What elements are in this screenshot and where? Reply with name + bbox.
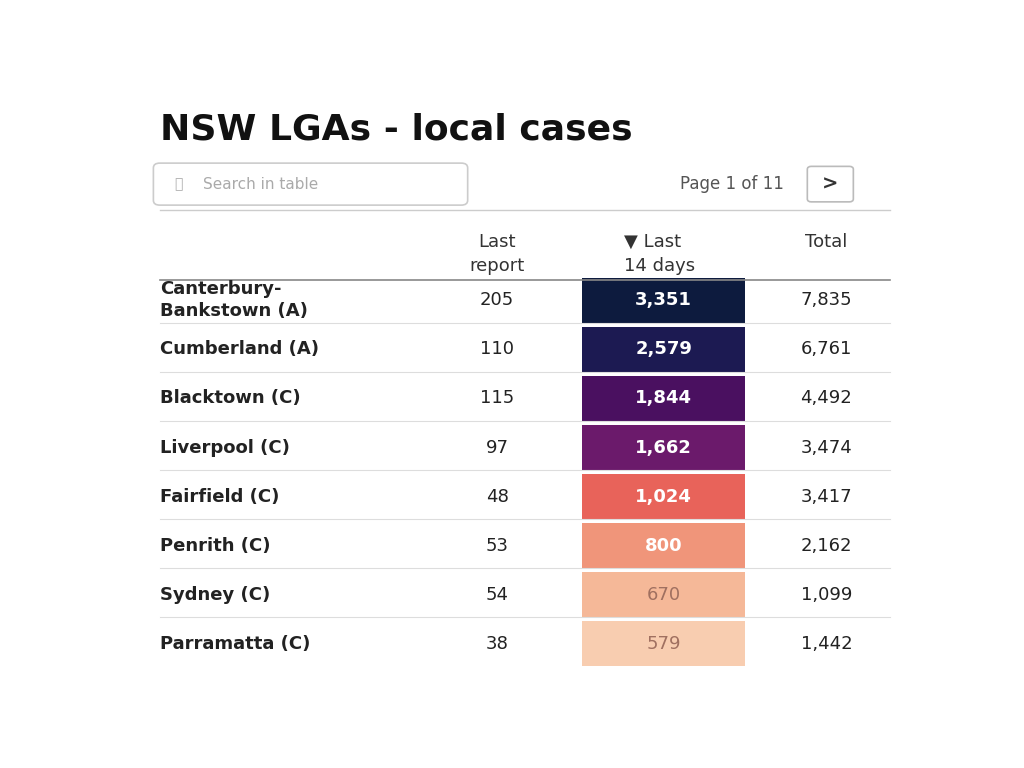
Text: Search in table: Search in table bbox=[204, 177, 318, 192]
Bar bbox=[582, 376, 745, 421]
Bar bbox=[582, 621, 745, 667]
Text: 97: 97 bbox=[485, 439, 509, 456]
Text: 800: 800 bbox=[645, 537, 682, 554]
Text: >: > bbox=[822, 174, 839, 194]
Text: 2,579: 2,579 bbox=[635, 340, 692, 359]
Text: Page 1 of 11: Page 1 of 11 bbox=[680, 175, 783, 193]
Text: 2,162: 2,162 bbox=[801, 537, 852, 554]
Text: 54: 54 bbox=[485, 586, 509, 604]
Text: 7,835: 7,835 bbox=[801, 291, 852, 310]
Bar bbox=[582, 278, 745, 323]
Bar bbox=[582, 425, 745, 470]
Bar bbox=[582, 523, 745, 568]
Text: Fairfield (C): Fairfield (C) bbox=[160, 488, 280, 505]
Text: Sydney (C): Sydney (C) bbox=[160, 586, 270, 604]
Text: 110: 110 bbox=[480, 340, 514, 359]
Text: 6,761: 6,761 bbox=[801, 340, 852, 359]
Text: 1,844: 1,844 bbox=[635, 389, 692, 408]
Text: ▼ Last
14 days: ▼ Last 14 days bbox=[624, 233, 695, 274]
FancyBboxPatch shape bbox=[154, 163, 468, 205]
Text: Parramatta (C): Parramatta (C) bbox=[160, 635, 310, 653]
Text: Blacktown (C): Blacktown (C) bbox=[160, 389, 300, 408]
Text: Penrith (C): Penrith (C) bbox=[160, 537, 270, 554]
Bar bbox=[582, 327, 745, 372]
Text: Cumberland (A): Cumberland (A) bbox=[160, 340, 318, 359]
Text: 1,099: 1,099 bbox=[801, 586, 852, 604]
FancyBboxPatch shape bbox=[807, 167, 853, 202]
Bar bbox=[582, 572, 745, 617]
Text: 205: 205 bbox=[480, 291, 514, 310]
Text: Canterbury-
Bankstown (A): Canterbury- Bankstown (A) bbox=[160, 280, 307, 320]
Text: 4,492: 4,492 bbox=[801, 389, 852, 408]
Text: 48: 48 bbox=[485, 488, 509, 505]
Text: 53: 53 bbox=[485, 537, 509, 554]
Text: 🔍: 🔍 bbox=[174, 177, 182, 191]
Bar bbox=[582, 474, 745, 519]
Text: 1,442: 1,442 bbox=[801, 635, 852, 653]
Text: 3,417: 3,417 bbox=[801, 488, 852, 505]
Text: 3,474: 3,474 bbox=[801, 439, 852, 456]
Text: NSW LGAs - local cases: NSW LGAs - local cases bbox=[160, 113, 633, 147]
Text: 38: 38 bbox=[485, 635, 509, 653]
Text: 579: 579 bbox=[646, 635, 681, 653]
Text: Last
report: Last report bbox=[469, 233, 524, 274]
Text: Total: Total bbox=[805, 233, 848, 251]
Text: 1,024: 1,024 bbox=[635, 488, 692, 505]
Text: 115: 115 bbox=[480, 389, 514, 408]
Text: Liverpool (C): Liverpool (C) bbox=[160, 439, 290, 456]
Text: 1,662: 1,662 bbox=[635, 439, 692, 456]
Text: 670: 670 bbox=[646, 586, 681, 604]
Text: 3,351: 3,351 bbox=[635, 291, 692, 310]
